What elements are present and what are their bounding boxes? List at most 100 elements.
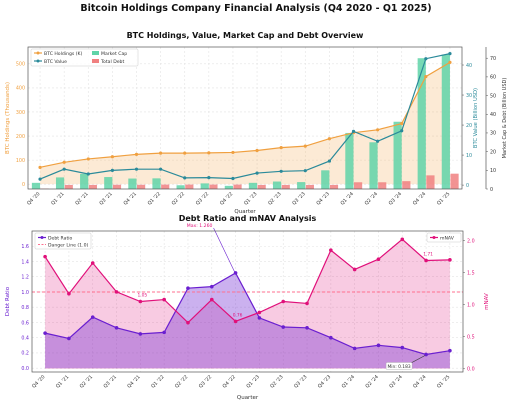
x-tick-label: Q2 '24 xyxy=(364,374,379,389)
mnav-value-label: 0.76 xyxy=(233,312,243,318)
debt-ratio-point xyxy=(233,271,238,275)
total-debt-bar xyxy=(354,182,363,189)
legend-market-cap-label: Market Cap xyxy=(101,51,127,57)
inner-right-tick-label: 30 xyxy=(466,93,472,99)
x-tick-label: Q1 '22 xyxy=(147,191,162,206)
debt-ratio-point xyxy=(186,286,190,290)
x-tick-label: Q1 '25 xyxy=(436,191,451,206)
btc-holdings-point xyxy=(38,165,42,169)
x-tick-label: Q4 '24 xyxy=(412,191,427,206)
total-debt-bar xyxy=(402,181,411,189)
market-cap-bar xyxy=(224,185,233,189)
mnav-value-label: 1.05 xyxy=(137,293,147,299)
btc-value-point xyxy=(279,169,283,173)
left-tick-label: 1.4 xyxy=(21,259,29,265)
outer-right-tick-label: 0 xyxy=(490,187,493,193)
market-cap-bar xyxy=(128,178,137,189)
right-tick-label: 1.0 xyxy=(467,303,475,309)
debt-ratio-point xyxy=(162,330,166,335)
debt-ratio-point xyxy=(67,336,71,341)
max-annotation-arrow xyxy=(213,227,235,273)
left-tick-label: 0.2 xyxy=(21,351,29,357)
legend-box xyxy=(30,48,139,67)
btc-holdings-point xyxy=(255,148,259,153)
mnav-point xyxy=(376,257,381,262)
x-tick-label: Q2 '22 xyxy=(174,374,189,389)
x-tick-label: Q1 '25 xyxy=(436,374,451,389)
legend: BTC Holdings (K) BTC Value Market Cap Total… xyxy=(30,48,139,67)
btc-holdings-point xyxy=(376,128,380,132)
debt-ratio-point xyxy=(43,331,47,335)
total-debt-bar xyxy=(185,184,194,189)
debt-ratio-point xyxy=(352,346,357,351)
total-debt-bar xyxy=(88,184,97,189)
left-tick-label: 0.6 xyxy=(21,320,29,326)
legend-box xyxy=(426,232,462,243)
right-tick-label: 1.5 xyxy=(467,270,475,276)
btc-value-point xyxy=(38,177,42,181)
btc-value-point xyxy=(86,172,90,176)
legend-total-debt-label: Total Debt xyxy=(100,59,124,65)
btc-value-point xyxy=(424,57,428,61)
x-tick-label: Q4 '21 xyxy=(123,191,138,206)
x-tick-label: Q2 '24 xyxy=(364,191,379,206)
mnav-point xyxy=(209,297,214,302)
inner-right-tick-label: 20 xyxy=(466,123,472,129)
left-axis-label: Debt Ratio xyxy=(5,286,11,316)
outer-right-tick-label: 10 xyxy=(490,168,496,174)
mnav-value-label: 1.71 xyxy=(423,251,433,257)
market-cap-bar xyxy=(272,181,282,189)
x-tick-label: Q4 '22 xyxy=(222,374,237,389)
mnav-point xyxy=(186,320,190,325)
left-tick-label: 300 xyxy=(16,110,25,116)
min-annotation-box xyxy=(385,362,413,370)
total-debt-bar xyxy=(257,184,266,189)
x-tick-label: Q4 '20 xyxy=(26,191,41,206)
x-tick-label: Q2 '23 xyxy=(267,191,282,206)
x-axis-label: Quarter xyxy=(234,209,256,215)
left-tick-label: 1.6 xyxy=(21,244,29,250)
btc-holdings-line xyxy=(39,61,451,168)
left-tick-label: 0.4 xyxy=(21,336,29,342)
mnav-point xyxy=(281,299,286,304)
left-tick-label: 0 xyxy=(22,182,25,188)
left-tick-label: 100 xyxy=(16,158,25,164)
btc-holdings-point xyxy=(327,137,331,141)
btc-value-point xyxy=(327,159,331,163)
x-tick-label: Q2 '22 xyxy=(171,191,186,206)
x-tick-label: Q1 '24 xyxy=(340,191,355,206)
btc-holdings-point xyxy=(159,151,163,155)
total-debt-bar xyxy=(281,184,290,189)
mnav-point xyxy=(67,292,71,296)
right-tick-label: 0.0 xyxy=(467,367,475,373)
x-tick-label: Q4 '20 xyxy=(31,374,46,389)
debt-ratio-point xyxy=(114,325,119,330)
x-tick-label: Q3 '21 xyxy=(98,191,113,206)
outer-right-axis-label: Market Cap & Debt (Billion USD) xyxy=(502,78,508,159)
btc-value-point xyxy=(134,167,139,171)
debt-ratio-point xyxy=(424,352,428,357)
btc-value-point xyxy=(183,176,187,180)
left-tick-label: 1.0 xyxy=(21,290,29,296)
x-tick-label: Q1 '23 xyxy=(243,191,258,206)
debt-ratio-point xyxy=(400,345,405,350)
x-axis-label: Quarter xyxy=(237,395,259,401)
legend-total-debt-swatch xyxy=(92,59,99,63)
outer-right-tick-label: 20 xyxy=(490,149,496,155)
mnav-point xyxy=(305,301,309,306)
debt-ratio-point xyxy=(138,332,143,336)
mnav-point xyxy=(257,310,262,315)
max-annotation: Max: 1.260 xyxy=(187,223,213,229)
mnav-point xyxy=(329,248,333,253)
btc-holdings-point xyxy=(231,150,235,155)
x-tick-label: Q1 '24 xyxy=(341,374,356,389)
mnav-point xyxy=(352,267,357,272)
plot-frame xyxy=(31,230,464,373)
left-tick-label: 0.8 xyxy=(21,305,29,311)
x-tick-label: Q1 '21 xyxy=(50,191,65,206)
btc-value-point xyxy=(448,52,452,56)
mnav-point xyxy=(138,299,143,304)
btc-holdings-point xyxy=(303,144,307,148)
market-cap-bar xyxy=(55,177,65,189)
market-cap-bar xyxy=(417,58,426,189)
